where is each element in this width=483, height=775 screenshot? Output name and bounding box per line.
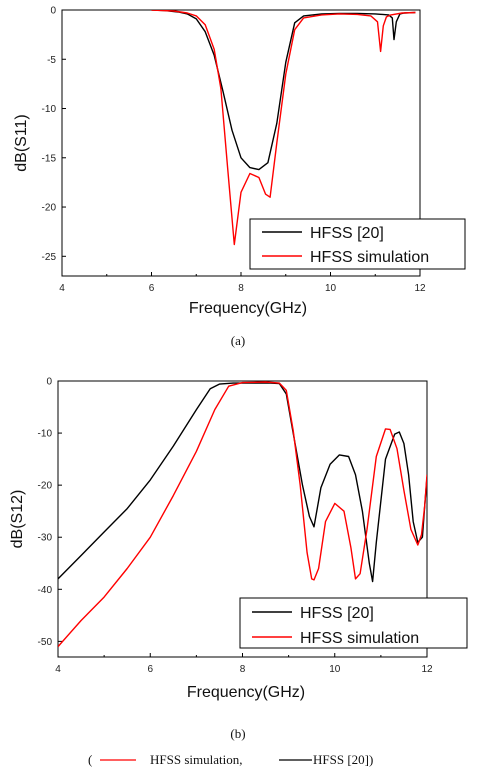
y-tick-label: -20 [38,481,53,492]
x-tick-label: 6 [147,664,153,675]
series-line-hfss-simulation [151,10,416,246]
series-line-hfss-20 [151,10,416,171]
y-tick-label: -15 [42,153,57,164]
y-axis-title: dB(S12) [9,490,26,549]
x-tick-label: 4 [55,664,61,675]
x-axis-title: Frequency(GHz) [189,300,307,317]
series-line-hfss-simulation [58,381,427,648]
footer-label-red: HFSS simulation, [150,752,242,767]
x-tick-label: 12 [414,283,426,294]
x-tick-label: 10 [329,664,341,675]
y-tick-label: -10 [42,104,57,115]
x-tick-label: 4 [59,283,65,294]
footer-label-black: HFSS [20]) [313,752,373,767]
chart-s12: 4 6 8 10 12 0 -10 -20 -30 -40 -50 Frequency(GHz) dB(… [9,377,468,701]
y-tick-label: -50 [38,637,53,648]
x-tick-label: 12 [421,664,433,675]
x-tick-label: 6 [149,283,155,294]
legend-box [249,218,466,270]
caption-b: (b) [230,726,245,741]
x-tick-label: 8 [240,664,246,675]
legend-label: HFSS [20] [310,225,384,242]
y-axis-title: dB(S11) [13,114,30,172]
y-tick-label: 0 [46,377,52,388]
y-tick-label: -5 [47,55,56,66]
y-tick-label: -20 [42,203,57,214]
legend-label: HFSS simulation [300,630,419,647]
x-tick-label: 8 [238,283,244,294]
legend: HFSS [20] HFSS simulation [239,597,468,649]
legend: HFSS [20] HFSS simulation [249,218,466,270]
footer-legend: ( HFSS simulation, HFSS [20]) [88,752,373,767]
x-tick-label: 10 [325,283,337,294]
y-tick-label: -30 [38,533,53,544]
series-line-hfss-20 [58,382,427,583]
footer-open-paren: ( [88,752,92,767]
y-tick-label: 0 [50,6,56,17]
caption-a: (a) [231,333,245,348]
legend-box [239,597,468,649]
chart-s11: 4 6 8 10 12 0 -5 -10 -15 -20 -25 Frequency(GHz) dB(S… [13,6,466,317]
y-tick-label: -25 [42,252,57,263]
y-tick-label: -10 [38,429,53,440]
legend-label: HFSS [20] [300,605,374,622]
legend-label: HFSS simulation [310,249,429,266]
y-tick-label: -40 [38,585,53,596]
x-axis-title: Frequency(GHz) [187,684,305,701]
